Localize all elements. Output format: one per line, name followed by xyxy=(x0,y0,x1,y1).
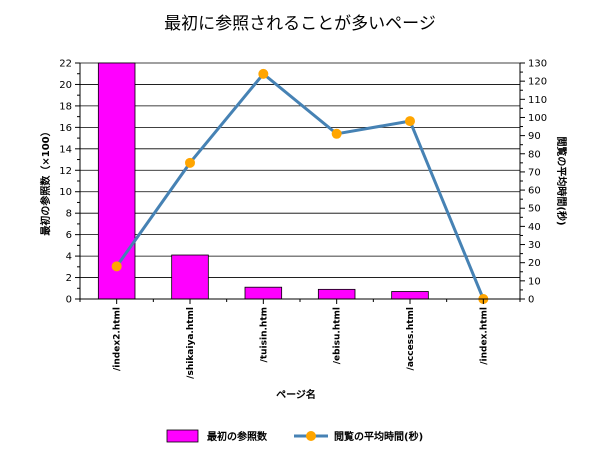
y-tick-label: 16 xyxy=(59,123,72,134)
y-tick-label: 2 xyxy=(66,273,72,284)
y-tick-label: 18 xyxy=(59,101,72,112)
x-tick-label: /index2.html xyxy=(113,307,123,371)
line-point xyxy=(331,128,342,139)
y2-tick-label: 10 xyxy=(528,276,541,287)
bar xyxy=(244,286,283,300)
x-axis-ticks: /index2.html/shikaiya.html/tuisin.htm/eb… xyxy=(79,299,521,379)
legend-swatch-bar xyxy=(166,429,199,443)
line-point xyxy=(185,157,195,168)
y2-tick-label: 40 xyxy=(528,222,541,233)
y2-tick-label: 20 xyxy=(528,258,541,269)
y2-tick-label: 30 xyxy=(528,240,541,251)
x-tick-label: /tuisin.htm xyxy=(259,307,269,362)
y-axis-title: 最初の参照数（×100） xyxy=(39,126,52,235)
legend-label-line: 閲覧の平均時間(秒) xyxy=(334,430,423,443)
y2-tick-label: 130 xyxy=(528,59,547,70)
y2-tick-label: 110 xyxy=(528,95,547,106)
line-point xyxy=(111,261,122,272)
legend: 最初の参照数 閲覧の平均時間(秒) xyxy=(166,429,423,443)
x-tick-label: /access.html xyxy=(406,307,416,370)
y-tick-label: 12 xyxy=(59,166,72,177)
y-tick-label: 8 xyxy=(66,209,72,220)
line-point xyxy=(258,68,269,79)
y2-tick-label: 100 xyxy=(528,113,547,124)
y-tick-label: 20 xyxy=(59,80,72,91)
x-tick-label: /ebisu.html xyxy=(333,307,343,364)
x-tick-label: /shikaiya.html xyxy=(186,307,196,379)
legend-swatch-marker xyxy=(306,431,316,441)
x-tick-label: /index.html xyxy=(479,307,489,365)
x-axis-title: ページ名 xyxy=(276,388,316,401)
bar xyxy=(97,62,136,300)
y2-tick-label: 60 xyxy=(528,186,541,197)
line-point xyxy=(405,116,415,127)
bar-series xyxy=(97,62,429,300)
y-axis-ticks: 0 2 4 6 8 10 12 14 16 18 20 22 xyxy=(59,59,80,306)
y2-tick-label: 0 xyxy=(528,295,534,306)
y2-axis-ticks: 0 10 20 30 40 50 60 70 80 90 100 110 120 130 xyxy=(520,59,547,306)
y2-tick-label: 70 xyxy=(528,167,541,178)
y-tick-label: 4 xyxy=(66,252,72,263)
y2-tick-label: 80 xyxy=(528,149,541,160)
bar xyxy=(171,254,209,300)
y-tick-label: 10 xyxy=(59,187,72,198)
y2-axis-title: 閲覧の平均時間(秒) xyxy=(555,136,568,225)
legend-label-bar: 最初の参照数 xyxy=(207,430,268,443)
y2-tick-label: 90 xyxy=(528,131,541,142)
chart-title: 最初に参照されることが多いページ xyxy=(164,14,436,34)
y-tick-label: 0 xyxy=(66,295,72,306)
bar xyxy=(317,288,356,300)
bar xyxy=(391,291,429,300)
gridlines xyxy=(80,62,520,278)
y-tick-label: 6 xyxy=(66,230,72,241)
y2-tick-label: 50 xyxy=(528,204,541,215)
y2-tick-label: 120 xyxy=(528,77,547,88)
axes xyxy=(79,63,521,300)
y-tick-label: 14 xyxy=(59,144,72,155)
line-series xyxy=(111,68,489,304)
y-tick-label: 22 xyxy=(59,59,72,70)
series-line xyxy=(115,71,485,300)
